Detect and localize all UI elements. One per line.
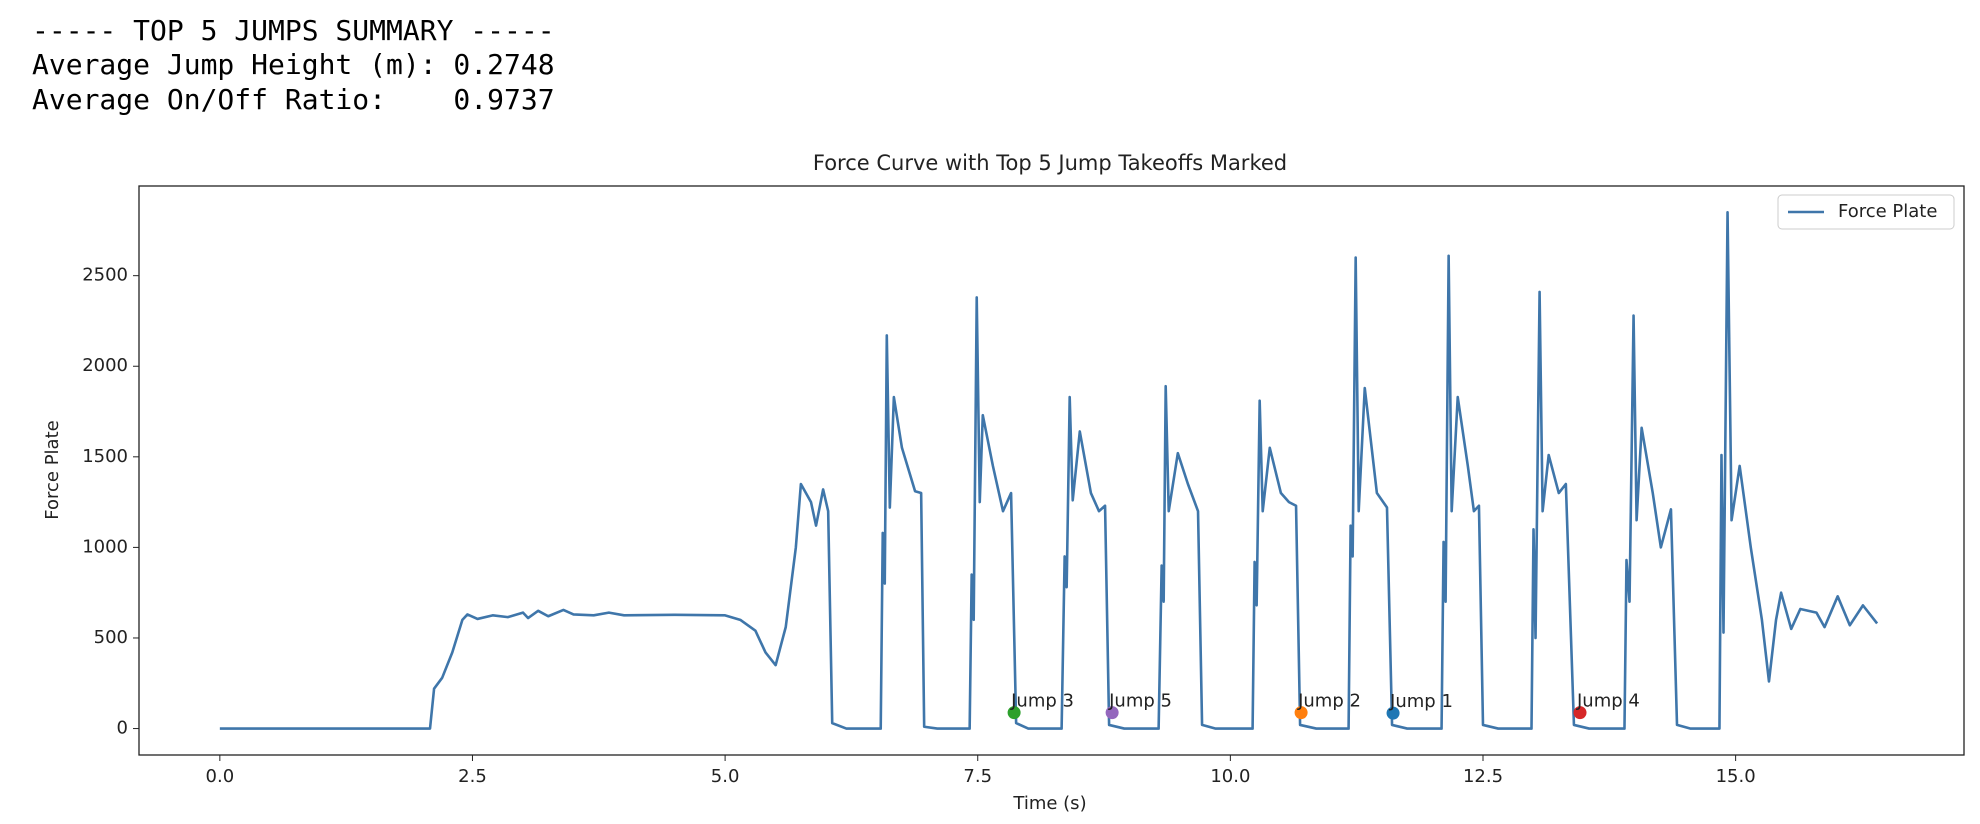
- x-axis-label: Time (s): [1012, 793, 1086, 814]
- jump-label: Jump 4: [1576, 691, 1640, 712]
- jump-label: Jump 1: [1389, 691, 1453, 712]
- jump-marker: [1386, 706, 1400, 720]
- x-tick-label: 15.0: [1716, 766, 1756, 787]
- jump-marker: [1294, 706, 1308, 720]
- summary-line: Average On/Off Ratio: 0.9737: [32, 83, 555, 116]
- x-tick-label: 10.0: [1210, 766, 1250, 787]
- jump-label: Jump 5: [1108, 691, 1172, 712]
- x-tick-label: 5.0: [711, 766, 740, 787]
- y-tick-label: 500: [94, 627, 128, 648]
- jump-label: Jump 2: [1297, 691, 1361, 712]
- y-tick-label: 1500: [82, 446, 128, 467]
- y-axis-label: Force Plate: [42, 420, 63, 519]
- y-tick-label: 2000: [82, 355, 128, 376]
- legend-box: [1777, 194, 1955, 230]
- y-tick-label: 2500: [82, 265, 128, 286]
- plot-frame: [138, 185, 1965, 756]
- x-tick-label: 2.5: [458, 766, 487, 787]
- x-tick-label: 12.5: [1463, 766, 1503, 787]
- summary-line: ----- TOP 5 JUMPS SUMMARY -----: [32, 14, 555, 47]
- jump-label: Jump 3: [1010, 691, 1074, 712]
- force-line: [219, 210, 1879, 730]
- legend-label: Force Plate: [1838, 201, 1937, 222]
- jump-marker: [1105, 706, 1119, 720]
- x-tick-label: 7.5: [963, 766, 992, 787]
- y-tick-label: 1000: [82, 536, 128, 557]
- jump-marker: [1573, 706, 1587, 720]
- jump-marker: [1007, 706, 1021, 720]
- x-tick-label: 0.0: [206, 766, 235, 787]
- chart-title: Force Curve with Top 5 Jump Takeoffs Mar…: [813, 151, 1287, 175]
- summary-line: Average Jump Height (m): 0.2748: [32, 48, 555, 81]
- y-tick-label: 0: [117, 718, 128, 739]
